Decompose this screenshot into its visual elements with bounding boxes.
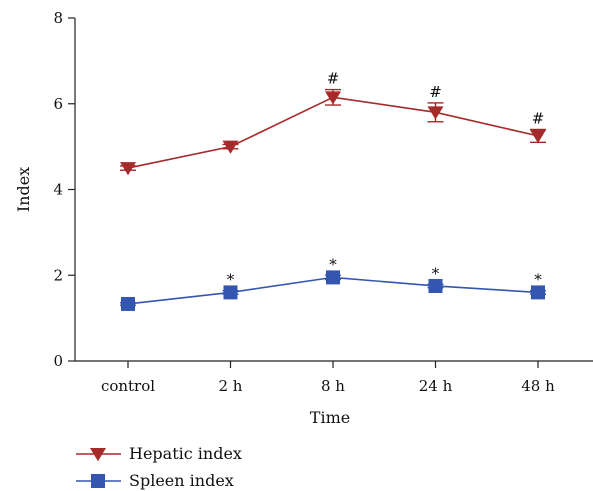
y-tick-label: 4 <box>53 181 63 199</box>
series-line <box>127 96 539 169</box>
legend-item: Spleen index <box>76 471 234 490</box>
significance-mark: * <box>534 271 542 289</box>
legend-label: Hepatic index <box>129 444 242 463</box>
legend-marker <box>91 474 105 488</box>
x-tick-label: 2 h <box>219 377 243 395</box>
legend-marker <box>90 448 106 462</box>
y-tick-label: 2 <box>53 266 63 284</box>
x-tick-label: 48 h <box>521 377 555 395</box>
legend-item: Hepatic index <box>76 444 242 463</box>
x-tick-label: 24 h <box>419 377 453 395</box>
significance-mark: * <box>227 271 235 289</box>
data-point <box>121 296 135 311</box>
data-point <box>428 278 443 293</box>
series-hepatic-index: # # # <box>120 70 546 176</box>
data-point <box>325 91 341 105</box>
x-tick-label: control <box>101 377 155 395</box>
data-point <box>530 129 546 144</box>
data-point <box>222 140 239 154</box>
significance-mark: * <box>329 255 337 273</box>
legend: Hepatic index Spleen index <box>76 444 242 490</box>
significance-mark: # <box>532 109 545 127</box>
data-point <box>531 285 545 300</box>
significance-mark: # <box>429 83 442 101</box>
y-tick-label: 8 <box>53 9 63 27</box>
y-ticks: 0 2 4 6 8 <box>53 9 75 370</box>
significance-mark: # <box>327 70 340 88</box>
legend-label: Spleen index <box>129 471 234 490</box>
data-point <box>326 270 340 285</box>
x-tick-label: 8 h <box>321 377 345 395</box>
x-ticks: control 2 h 8 h 24 h 48 h <box>101 361 555 395</box>
y-tick-label: 6 <box>53 95 63 113</box>
data-point <box>120 162 136 176</box>
series-spleen-index: * * * * <box>120 255 546 311</box>
data-point <box>223 285 238 300</box>
data-point <box>427 106 444 120</box>
x-axis-label: Time <box>310 408 350 427</box>
series-layer: # # # * * * * <box>120 70 546 311</box>
y-axis-label: Index <box>14 167 33 212</box>
significance-mark: * <box>432 264 440 282</box>
y-tick-label: 0 <box>53 352 63 370</box>
